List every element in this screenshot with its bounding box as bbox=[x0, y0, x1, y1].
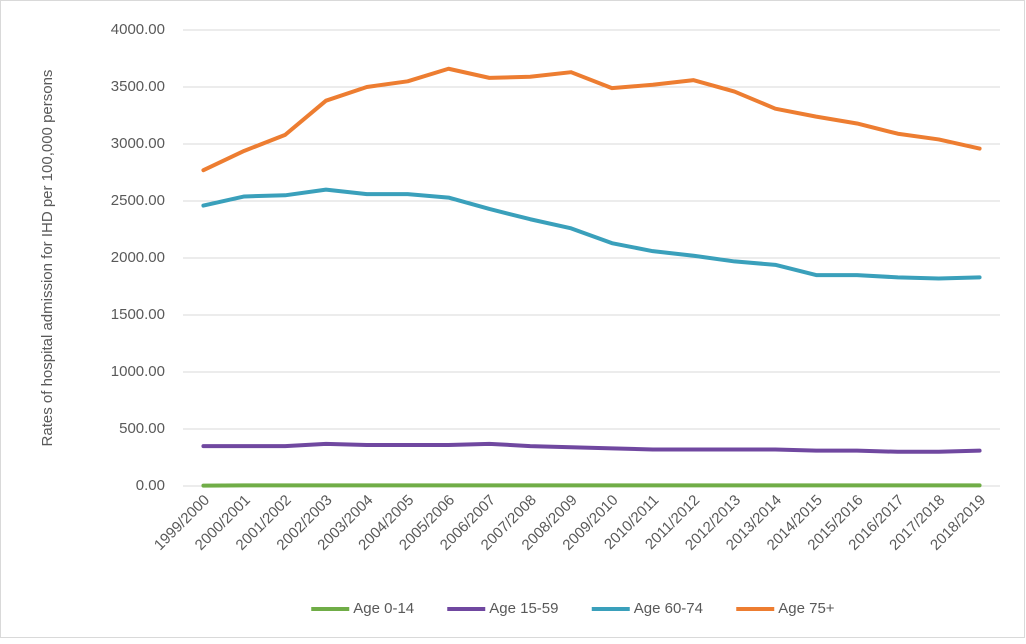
y-tick-label: 1000.00 bbox=[111, 363, 165, 380]
legend-label: Age 15-59 bbox=[489, 600, 558, 617]
y-tick-label: 2000.00 bbox=[111, 249, 165, 266]
y-tick-label: 1500.00 bbox=[111, 306, 165, 323]
y-tick-label: 500.00 bbox=[119, 420, 165, 437]
y-tick-label: 2500.00 bbox=[111, 192, 165, 209]
y-tick-label: 4000.00 bbox=[111, 21, 165, 38]
legend-label: Age 0-14 bbox=[353, 600, 414, 617]
y-tick-label: 3000.00 bbox=[111, 135, 165, 152]
y-tick-label: 0.00 bbox=[136, 477, 165, 494]
legend-label: Age 60-74 bbox=[634, 600, 703, 617]
y-tick-label: 3500.00 bbox=[111, 78, 165, 95]
y-axis-label: Rates of hospital admission for IHD per … bbox=[39, 70, 56, 447]
legend-label: Age 75+ bbox=[778, 600, 835, 617]
